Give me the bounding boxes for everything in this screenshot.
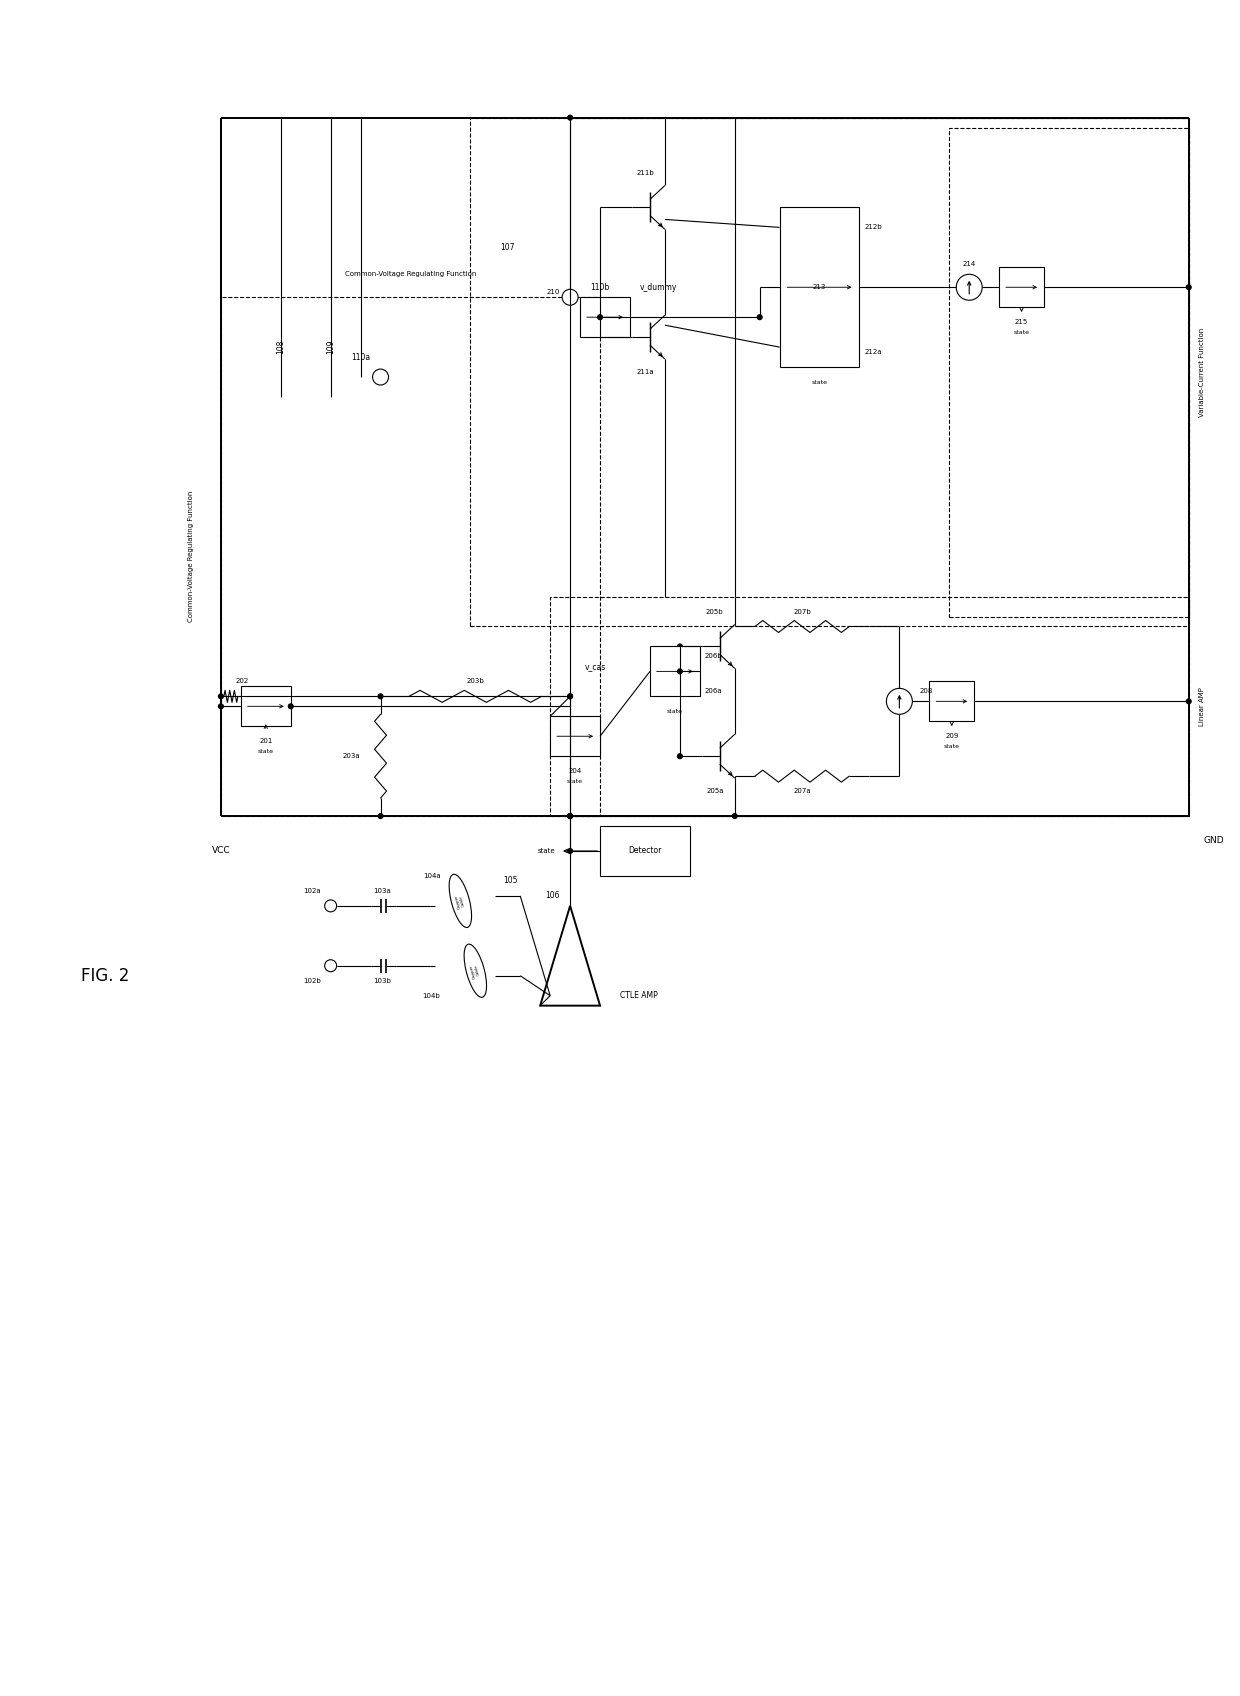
Text: Linear AMP: Linear AMP (1199, 687, 1205, 726)
Text: 108: 108 (277, 339, 285, 354)
Text: 103b: 103b (373, 977, 392, 984)
Circle shape (887, 689, 913, 714)
Text: 205a: 205a (706, 789, 723, 794)
Bar (780, 207, 859, 366)
Text: state: state (667, 709, 683, 714)
Circle shape (598, 315, 603, 319)
Text: GND: GND (1204, 836, 1224, 845)
Bar (470, 117, 1189, 626)
Text: 207a: 207a (794, 789, 811, 794)
Text: state: state (567, 778, 583, 784)
Text: state: state (811, 380, 827, 385)
Text: state: state (944, 745, 960, 748)
Text: 208: 208 (919, 689, 932, 694)
Text: 204: 204 (568, 768, 582, 773)
Text: Copper
Cable: Copper Cable (469, 962, 481, 979)
Text: 109: 109 (326, 339, 335, 354)
Circle shape (568, 814, 573, 819)
Text: 103a: 103a (373, 889, 392, 894)
Bar (600, 826, 689, 875)
Circle shape (758, 315, 763, 319)
Text: 107: 107 (500, 243, 515, 251)
Circle shape (325, 901, 336, 912)
Circle shape (1187, 699, 1192, 704)
Text: 104b: 104b (423, 992, 440, 999)
Text: state: state (537, 848, 556, 855)
Circle shape (378, 814, 383, 819)
Text: 203b: 203b (466, 678, 484, 685)
Text: v_dummy: v_dummy (640, 283, 677, 292)
Circle shape (372, 370, 388, 385)
Text: FIG. 2: FIG. 2 (81, 967, 130, 985)
Bar (950, 127, 1189, 617)
Circle shape (1187, 285, 1192, 290)
Circle shape (562, 290, 578, 305)
Text: 213: 213 (813, 285, 826, 290)
Circle shape (568, 814, 573, 819)
Text: 202: 202 (236, 678, 249, 685)
Circle shape (568, 694, 573, 699)
Text: 206a: 206a (704, 689, 723, 694)
Circle shape (378, 694, 383, 699)
Text: 215: 215 (1016, 319, 1028, 326)
Circle shape (677, 753, 682, 758)
Circle shape (218, 704, 223, 709)
Text: 210: 210 (547, 290, 560, 295)
Text: CTLE AMP: CTLE AMP (620, 990, 657, 1001)
Text: 106: 106 (546, 892, 560, 901)
Text: 207b: 207b (794, 609, 811, 614)
Text: 214: 214 (962, 261, 976, 268)
Bar (999, 268, 1044, 307)
Circle shape (568, 848, 573, 853)
Bar (551, 716, 600, 756)
Circle shape (956, 275, 982, 300)
Bar (650, 646, 699, 697)
Circle shape (677, 644, 682, 650)
Ellipse shape (449, 873, 471, 928)
Circle shape (568, 694, 573, 699)
Text: 212a: 212a (864, 349, 882, 354)
Text: 212b: 212b (864, 224, 882, 231)
Text: Common-Voltage Regulating Function: Common-Voltage Regulating Function (188, 490, 193, 622)
Text: state: state (1013, 329, 1029, 334)
Text: 211a: 211a (636, 370, 653, 375)
Text: 110b: 110b (590, 283, 609, 292)
Circle shape (288, 704, 293, 709)
Text: 206b: 206b (704, 653, 723, 660)
Text: 209: 209 (945, 733, 959, 739)
Text: 104a: 104a (423, 873, 440, 879)
Text: 205b: 205b (706, 609, 724, 614)
Text: state: state (258, 748, 274, 753)
Bar (929, 682, 975, 721)
Circle shape (733, 814, 738, 819)
Bar (221, 297, 600, 816)
Circle shape (677, 668, 682, 673)
Bar (241, 687, 290, 726)
Circle shape (568, 814, 573, 819)
Ellipse shape (464, 945, 486, 997)
Text: 203a: 203a (343, 753, 361, 760)
Circle shape (218, 694, 223, 699)
Text: 105: 105 (503, 877, 517, 885)
Bar (580, 297, 630, 338)
Text: v_cas: v_cas (585, 661, 606, 672)
Text: 110a: 110a (351, 353, 371, 361)
Text: VCC: VCC (212, 846, 231, 855)
Text: 201: 201 (259, 738, 273, 745)
Text: 102b: 102b (303, 977, 321, 984)
Text: Copper
Cable: Copper Cable (454, 892, 466, 909)
Bar (551, 597, 1189, 816)
Text: Detector: Detector (629, 846, 662, 855)
Circle shape (325, 960, 336, 972)
Circle shape (568, 115, 573, 120)
Text: Variable-Current Function: Variable-Current Function (1199, 327, 1205, 417)
Text: 211b: 211b (636, 170, 653, 175)
Text: 102a: 102a (303, 889, 321, 894)
Text: Common-Voltage Regulating Function: Common-Voltage Regulating Function (345, 271, 476, 276)
